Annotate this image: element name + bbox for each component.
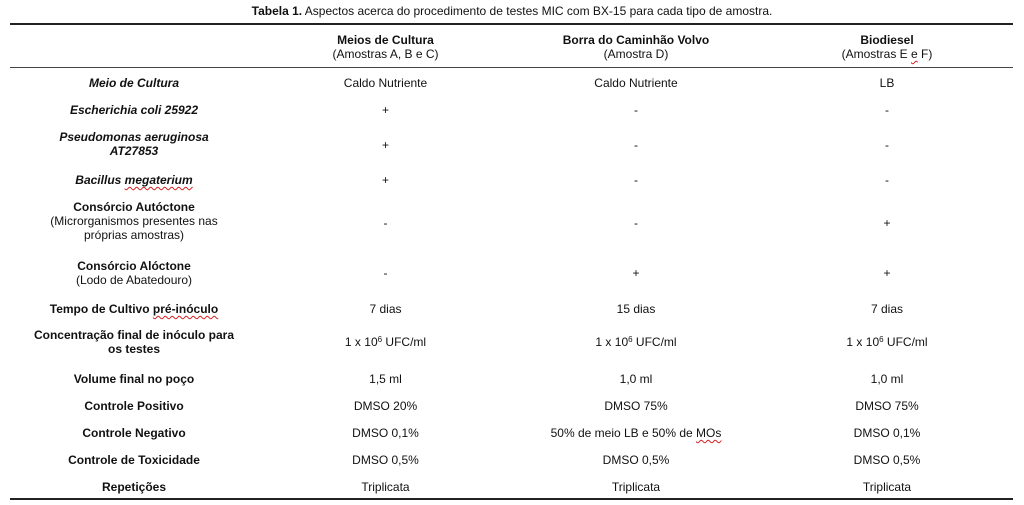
table-cell: DMSO 0,5% xyxy=(602,453,670,467)
row-label-bacillus: Bacillus megaterium xyxy=(75,173,193,187)
table-cell: - xyxy=(383,216,388,230)
column-header-biodiesel: Biodiesel (Amostras E e F) xyxy=(787,33,987,61)
table-cell: 1,5 ml xyxy=(369,372,402,386)
table-cell: 1,0 ml xyxy=(619,372,653,386)
table-cell: Triplicata xyxy=(361,480,410,494)
table-cell: 15 dias xyxy=(616,302,656,316)
row-label-volume-final: Volume final no poço xyxy=(73,372,195,386)
row-label-controle-negativo: Controle Negativo xyxy=(82,426,186,440)
table-cell: Caldo Nutriente xyxy=(343,76,428,90)
table-cell: + xyxy=(381,138,389,152)
row-label-escherichia-coli: Escherichia coli 25922 xyxy=(69,103,199,117)
row-label-tempo-de-cultivo: Tempo de Cultivo pré-inóculo xyxy=(49,302,219,316)
table-cell: DMSO 75% xyxy=(604,399,668,413)
table-cell: DMSO 75% xyxy=(855,399,919,413)
column-subtitle: (Amostra D) xyxy=(603,47,669,61)
table-cell: 1 x 106 UFC/ml xyxy=(344,335,427,349)
table-cell: + xyxy=(381,103,389,117)
column-subtitle: (Amostras A, B e C) xyxy=(332,47,439,61)
row-label-consorcio-autoctone: Consórcio Autóctone (Microrganismos pres… xyxy=(50,200,218,242)
table-cell: + xyxy=(883,216,891,230)
table-top-rule xyxy=(10,23,1013,25)
table-cell: DMSO 0,5% xyxy=(352,453,419,467)
row-label-pseudomonas: Pseudomonas aeruginosa AT27853 xyxy=(59,130,209,158)
table-cell: Triplicata xyxy=(862,480,912,494)
table-cell: - xyxy=(383,266,388,280)
table-cell: Triplicata xyxy=(611,480,661,494)
table-cell: 7 dias xyxy=(369,302,402,316)
column-subtitle: (Amostras E e F) xyxy=(841,47,933,61)
row-label-concentracao: Concentração final de inóculo para os te… xyxy=(33,328,235,356)
row-label-controle-positivo: Controle Positivo xyxy=(84,399,184,413)
table-cell: 7 dias xyxy=(870,302,904,316)
column-title: Meios de Cultura xyxy=(337,33,434,47)
table-cell: - xyxy=(885,173,889,187)
row-label-controle-toxicidade: Controle de Toxicidade xyxy=(68,453,200,467)
table-cell: DMSO 20% xyxy=(353,399,418,413)
table-cell: 1 x 106 UFC/ml xyxy=(846,335,928,349)
table-cell: + xyxy=(883,266,891,280)
row-label-repeticoes: Repetições xyxy=(101,480,167,494)
table-cell: + xyxy=(381,173,389,187)
table-cell: - xyxy=(885,138,889,152)
table-cell: Caldo Nutriente xyxy=(594,76,678,90)
row-label-meio-de-cultura: Meio de Cultura xyxy=(88,76,179,90)
table-cell: + xyxy=(632,266,640,280)
table-cell: DMSO 0,1% xyxy=(853,426,921,440)
table-cell: DMSO 0,1% xyxy=(352,426,419,440)
table-cell: 50% de meio LB e 50% de MOs xyxy=(550,426,722,440)
column-header-borra: Borra do Caminhão Volvo (Amostra D) xyxy=(505,33,767,61)
caption-label: Tabela 1. xyxy=(251,4,303,18)
table-bottom-rule xyxy=(10,498,1013,500)
table-caption: Tabela 1. Aspectos acerca do procediment… xyxy=(0,4,1024,18)
table-cell: 1 x 106 UFC/ml xyxy=(595,335,677,349)
table-header-rule xyxy=(10,67,1013,68)
table-cell: LB xyxy=(879,76,895,90)
table-cell: 1,0 ml xyxy=(870,372,904,386)
column-title: Biodiesel xyxy=(860,33,914,47)
column-header-meios: Meios de Cultura (Amostras A, B e C) xyxy=(288,33,483,61)
table-cell: - xyxy=(634,216,638,230)
column-title: Borra do Caminhão Volvo xyxy=(562,33,710,47)
table-cell: - xyxy=(634,138,638,152)
table-cell: - xyxy=(634,173,638,187)
row-label-consorcio-aloctone: Consórcio Alóctone (Lodo de Abatedouro) xyxy=(75,259,193,287)
caption-text: Aspectos acerca do procedimento de teste… xyxy=(302,4,773,18)
table-cell: - xyxy=(885,103,889,117)
table-cell: - xyxy=(634,103,638,117)
table-cell: DMSO 0,5% xyxy=(853,453,921,467)
